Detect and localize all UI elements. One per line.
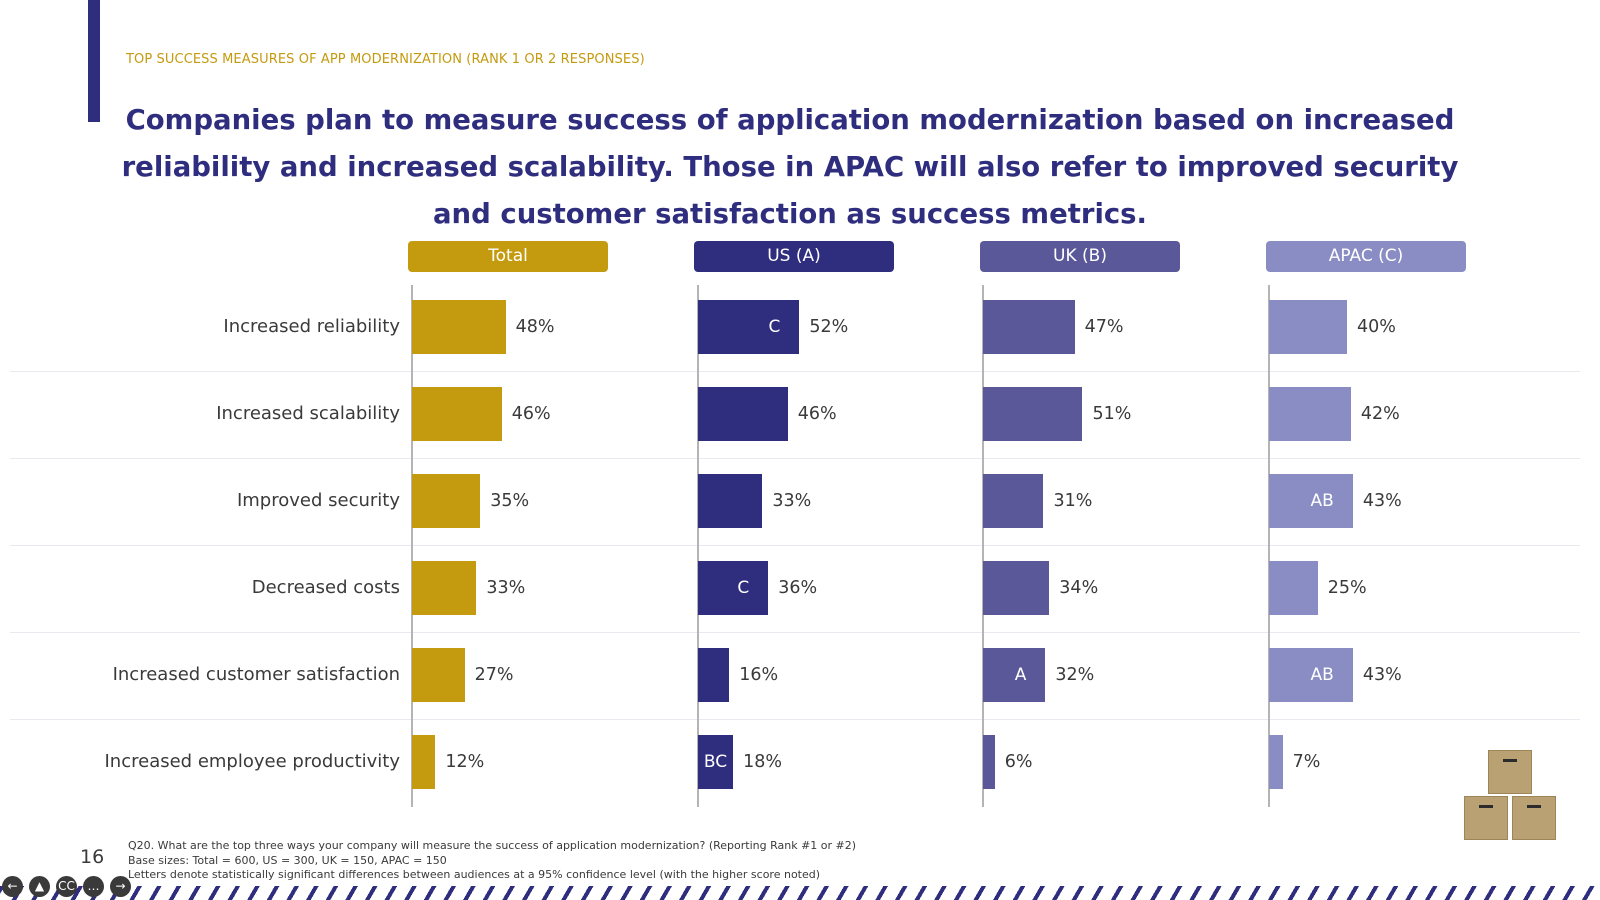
data-label: 12% bbox=[445, 752, 485, 772]
bar bbox=[1269, 735, 1283, 789]
bar bbox=[698, 387, 788, 441]
data-label: 36% bbox=[778, 578, 818, 598]
stripe-border bbox=[0, 886, 1600, 900]
data-label: 43% bbox=[1362, 491, 1402, 511]
series-header: UK (B) bbox=[980, 241, 1180, 272]
significance-letters: BC bbox=[703, 752, 728, 772]
eyebrow-title: TOP SUCCESS MEASURES OF APP MODERNIZATIO… bbox=[126, 52, 645, 67]
headline: Companies plan to measure success of app… bbox=[121, 104, 1459, 230]
footnote-base: Base sizes: Total = 600, US = 300, UK = … bbox=[128, 853, 447, 867]
footnote-question: Q20. What are the top three ways your co… bbox=[128, 839, 857, 852]
significance-letters: C bbox=[768, 317, 781, 337]
bar bbox=[1269, 561, 1318, 615]
data-label: 33% bbox=[772, 491, 812, 511]
category-label: Increased customer satisfaction bbox=[112, 664, 400, 685]
bar bbox=[1269, 474, 1353, 528]
bar bbox=[412, 300, 506, 354]
data-label: 35% bbox=[490, 491, 530, 511]
significance-letters: AB bbox=[1310, 491, 1334, 511]
row-separator bbox=[10, 544, 1580, 546]
bar bbox=[412, 735, 436, 789]
panel-axis bbox=[411, 285, 413, 807]
row-separator bbox=[10, 457, 1580, 459]
row-separator bbox=[10, 631, 1580, 633]
data-label: 40% bbox=[1357, 317, 1396, 337]
bar bbox=[1269, 300, 1347, 354]
slide-controls: ← ▲ CC … → bbox=[2, 876, 131, 897]
bar bbox=[983, 474, 1044, 528]
bar bbox=[983, 387, 1083, 441]
series-header: US (A) bbox=[694, 241, 894, 272]
box-icon-bottom-right bbox=[1512, 796, 1556, 840]
series-header: APAC (C) bbox=[1266, 241, 1466, 272]
bar bbox=[412, 648, 465, 702]
bar bbox=[983, 561, 1050, 615]
category-label: Decreased costs bbox=[251, 577, 400, 598]
data-label: 31% bbox=[1053, 491, 1093, 511]
significance-letters: A bbox=[1014, 665, 1027, 685]
data-label: 52% bbox=[809, 317, 849, 337]
bar bbox=[412, 561, 477, 615]
significance-letters: C bbox=[737, 578, 750, 598]
row-separator bbox=[10, 718, 1580, 720]
panel-axis bbox=[1268, 285, 1270, 807]
bar bbox=[412, 387, 502, 441]
data-label: 42% bbox=[1360, 404, 1400, 424]
footnotes: Q20. What are the top three ways your co… bbox=[128, 839, 856, 883]
data-label: 46% bbox=[797, 404, 837, 424]
bar bbox=[412, 474, 481, 528]
bar bbox=[983, 300, 1075, 354]
data-label: 7% bbox=[1292, 752, 1321, 772]
previous-slide-icon[interactable]: ← bbox=[2, 876, 23, 897]
bar bbox=[983, 648, 1046, 702]
accessibility-icon[interactable]: ▲ bbox=[29, 876, 50, 897]
bar bbox=[698, 474, 763, 528]
category-label: Improved security bbox=[236, 490, 400, 511]
data-label: 6% bbox=[1004, 752, 1033, 772]
panel-axis bbox=[982, 285, 984, 807]
data-label: 32% bbox=[1055, 665, 1095, 685]
boxes-logo-icon bbox=[1464, 750, 1560, 860]
bar bbox=[1269, 648, 1353, 702]
bar bbox=[698, 735, 734, 789]
data-label: 18% bbox=[743, 752, 782, 772]
data-label: 25% bbox=[1327, 578, 1367, 598]
row-separator bbox=[10, 370, 1580, 372]
data-label: 47% bbox=[1084, 317, 1124, 337]
bar bbox=[698, 561, 769, 615]
data-label: 48% bbox=[515, 317, 555, 337]
bar bbox=[698, 300, 800, 354]
series-header: Total bbox=[408, 241, 608, 272]
category-label: Increased reliability bbox=[223, 316, 400, 337]
footnote-significance: Letters denote statistically significant… bbox=[128, 868, 821, 881]
data-label: 16% bbox=[739, 665, 779, 685]
panel-axis bbox=[697, 285, 699, 807]
page-number: 16 bbox=[80, 846, 105, 868]
more-options-icon[interactable]: … bbox=[83, 876, 104, 897]
closed-captions-icon[interactable]: CC bbox=[56, 876, 77, 897]
data-label: 46% bbox=[511, 404, 551, 424]
data-label: 33% bbox=[486, 578, 526, 598]
box-icon-bottom-left bbox=[1464, 796, 1508, 840]
data-label: 43% bbox=[1362, 665, 1402, 685]
data-label: 34% bbox=[1059, 578, 1099, 598]
next-slide-icon[interactable]: → bbox=[110, 876, 131, 897]
category-label: Increased employee productivity bbox=[104, 751, 401, 772]
bar bbox=[698, 648, 730, 702]
bar bbox=[1269, 387, 1351, 441]
accent-bar bbox=[88, 0, 100, 122]
data-label: 27% bbox=[474, 665, 514, 685]
significance-letters: AB bbox=[1310, 665, 1334, 685]
bar bbox=[983, 735, 995, 789]
box-icon-top bbox=[1488, 750, 1532, 794]
category-label: Increased scalability bbox=[216, 403, 400, 424]
data-label: 51% bbox=[1092, 404, 1132, 424]
